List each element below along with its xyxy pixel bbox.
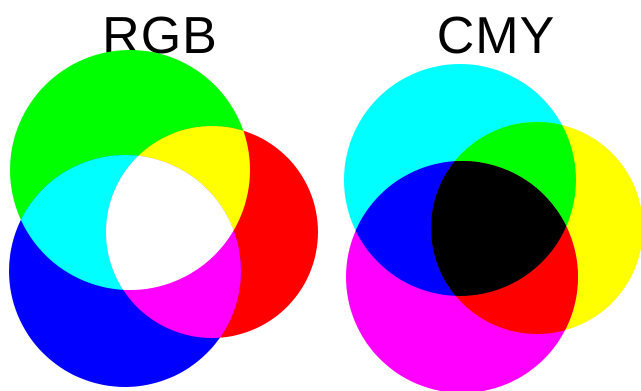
cmy-venn bbox=[344, 64, 641, 391]
cmy-title: CMY bbox=[436, 7, 556, 65]
rgb-center-overlap bbox=[106, 155, 241, 290]
rgb-venn bbox=[9, 50, 318, 387]
cmy-center-overlap bbox=[431, 161, 576, 296]
